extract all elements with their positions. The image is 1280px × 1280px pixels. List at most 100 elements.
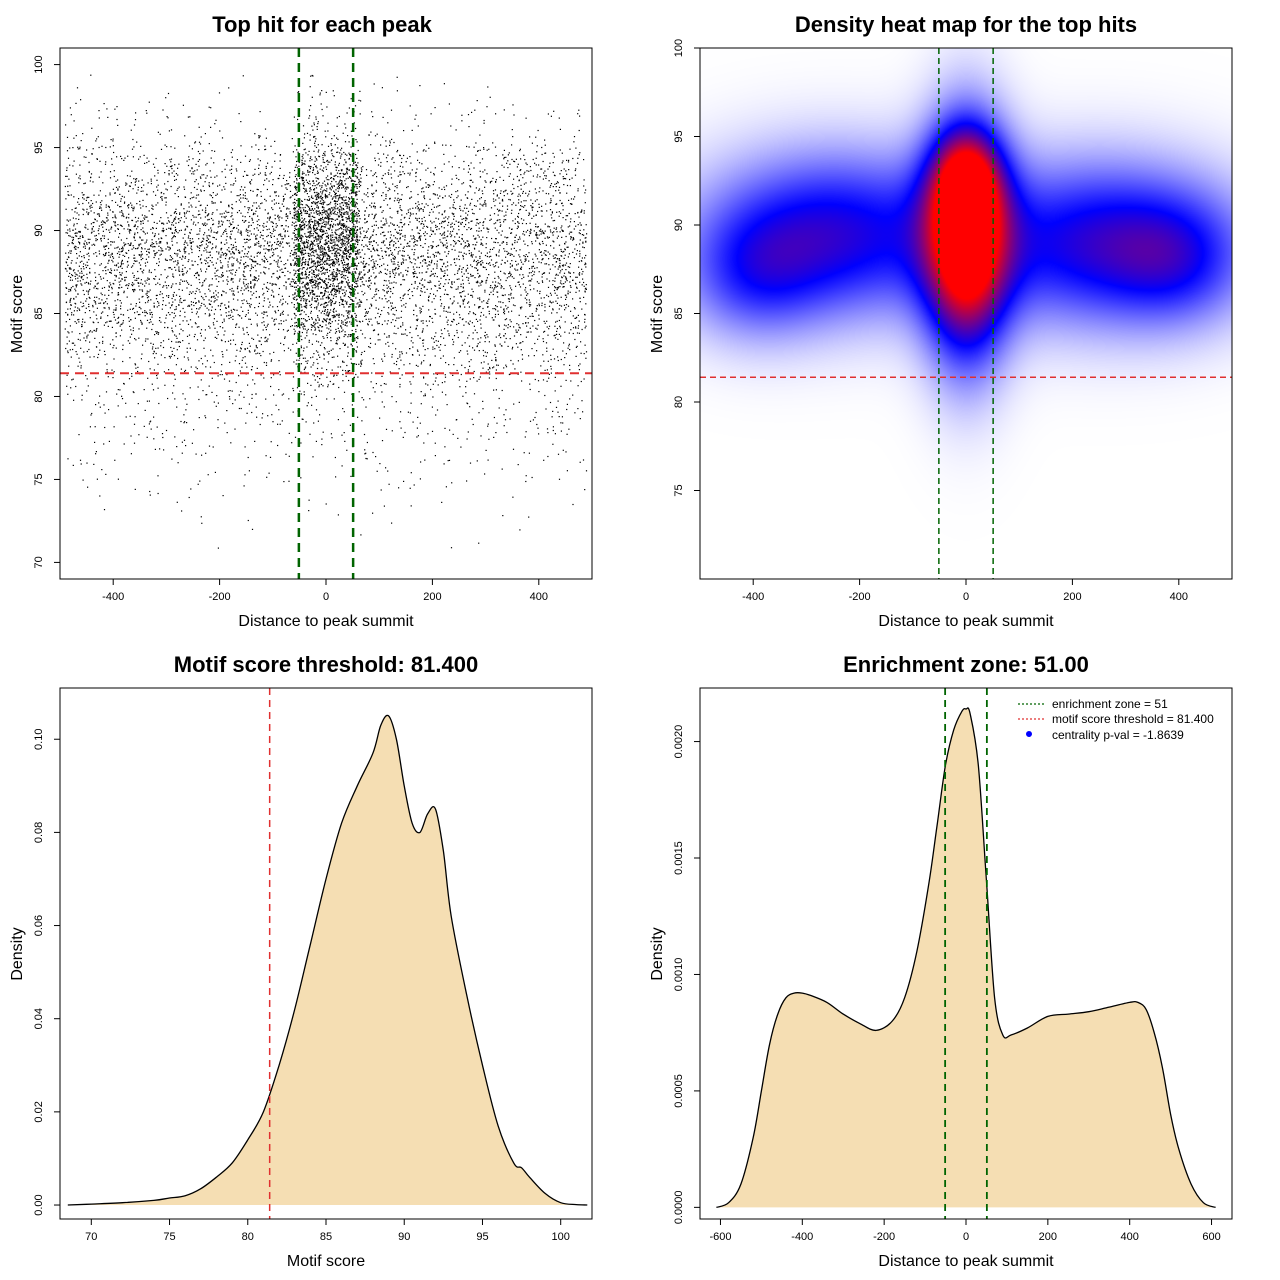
scatter-point xyxy=(175,253,177,255)
scatter-point xyxy=(339,210,341,212)
scatter-point xyxy=(318,238,320,240)
scatter-point xyxy=(175,306,177,308)
scatter-point xyxy=(185,251,187,253)
scatter-point xyxy=(302,357,304,359)
scatter-point xyxy=(453,300,455,302)
scatter-point xyxy=(410,402,412,404)
scatter-point xyxy=(263,311,265,313)
scatter-point xyxy=(144,340,147,342)
scatter-point xyxy=(499,176,501,178)
scatter-point xyxy=(307,283,309,285)
scatter-point xyxy=(319,264,321,266)
scatter-point xyxy=(310,306,312,308)
scatter-point xyxy=(483,227,485,229)
scatter-point xyxy=(275,202,277,204)
scatter-point xyxy=(235,201,237,203)
scatter-point xyxy=(302,177,305,179)
scatter-point xyxy=(160,196,162,198)
scatter-point xyxy=(317,235,319,237)
scatter-point xyxy=(312,278,314,280)
scatter-point xyxy=(413,258,415,260)
scatter-point xyxy=(72,165,74,167)
scatter-point xyxy=(557,287,559,289)
scatter-point xyxy=(541,215,543,217)
scatter-point xyxy=(305,366,307,368)
scatter-point xyxy=(523,240,525,242)
scatter-point xyxy=(294,436,297,438)
scatter-point xyxy=(465,219,467,222)
scatter-point xyxy=(157,301,159,303)
scatter-point xyxy=(82,479,84,481)
scatter-point xyxy=(301,214,303,216)
scatter-point xyxy=(269,232,271,234)
scatter-point xyxy=(373,272,375,274)
scatter-point xyxy=(337,245,339,247)
scatter-point xyxy=(354,247,357,249)
scatter-point xyxy=(439,204,441,207)
scatter-point xyxy=(86,378,88,380)
scatter-point xyxy=(215,405,217,407)
scatter-point xyxy=(294,261,297,263)
scatter-point xyxy=(497,310,499,312)
scatter-point xyxy=(423,196,425,198)
scatter-point xyxy=(254,168,256,170)
scatter-point xyxy=(365,452,367,454)
scatter-point xyxy=(66,167,68,169)
scatter-point xyxy=(478,188,481,190)
scatter-point xyxy=(115,336,117,338)
scatter-point xyxy=(337,339,339,341)
scatter-point xyxy=(230,269,232,271)
scatter-point xyxy=(87,213,89,215)
scatter-point xyxy=(134,279,136,281)
scatter-point xyxy=(489,373,491,375)
scatter-point xyxy=(207,245,209,247)
scatter-point xyxy=(316,367,319,370)
scatter-point xyxy=(108,409,110,411)
scatter-point xyxy=(73,399,75,401)
scatter-point xyxy=(336,374,338,376)
scatter-point xyxy=(186,282,189,284)
scatter-point xyxy=(266,243,269,245)
scatter-point xyxy=(503,311,505,314)
scatter-point xyxy=(453,223,456,225)
scatter-point xyxy=(297,118,299,121)
scatter-point xyxy=(181,301,183,304)
scatter-point xyxy=(88,283,90,285)
scatter-point xyxy=(576,250,578,252)
scatter-point xyxy=(214,150,216,152)
scatter-point xyxy=(307,277,310,279)
scatter-point xyxy=(310,324,312,326)
scatter-point xyxy=(433,221,435,223)
scatter-point xyxy=(108,306,110,309)
scatter-point xyxy=(148,210,150,212)
scatter-point xyxy=(211,306,213,308)
scatter-point xyxy=(484,169,486,171)
scatter-point xyxy=(112,188,114,190)
scatter-point xyxy=(324,210,326,212)
scatter-point xyxy=(553,227,555,229)
scatter-point xyxy=(371,372,373,374)
scatter-point xyxy=(128,249,130,252)
scatter-point xyxy=(451,226,453,228)
scatter-point xyxy=(419,478,421,480)
scatter-point xyxy=(291,221,294,223)
scatter-point xyxy=(90,74,92,76)
scatter-point xyxy=(374,250,376,252)
scatter-point xyxy=(78,231,80,233)
scatter-point xyxy=(338,270,341,272)
scatter-point xyxy=(145,311,147,313)
scatter-point xyxy=(128,213,130,215)
scatter-point xyxy=(311,261,313,263)
scatter-point xyxy=(391,261,393,263)
scatter-point xyxy=(271,284,273,286)
scatter-point xyxy=(384,234,386,237)
scatter-point xyxy=(435,245,438,248)
scatter-point xyxy=(206,235,208,237)
scatter-point xyxy=(213,313,215,315)
scatter-point xyxy=(264,261,266,263)
scatter-point xyxy=(242,310,244,312)
scatter-point xyxy=(304,163,306,165)
scatter-point xyxy=(169,357,171,359)
scatter-point xyxy=(243,289,245,291)
scatter-point xyxy=(212,247,214,249)
